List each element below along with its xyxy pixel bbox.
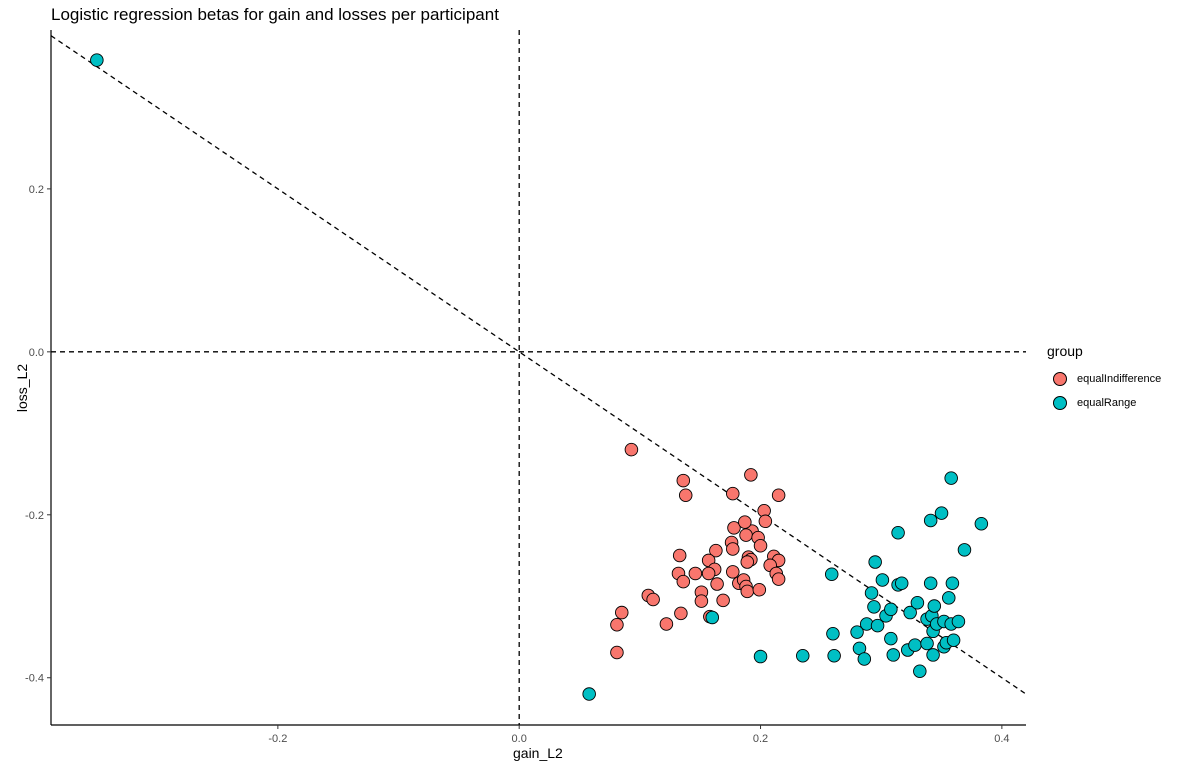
legend-label-equalindifference: equalIndifference xyxy=(1077,373,1162,385)
data-point-equalrange xyxy=(796,648,810,663)
legend-item-equalrange: equalRange xyxy=(1047,391,1161,415)
data-point-equalindifference xyxy=(678,488,693,502)
x-tick-label: 0.4 xyxy=(994,733,1009,745)
legend: group equalIndifference equalRange xyxy=(1047,343,1161,415)
data-point-equalrange xyxy=(908,638,922,652)
data-point-equalrange xyxy=(910,596,925,610)
data-point-equalrange xyxy=(864,586,879,600)
data-point-equalindifference xyxy=(694,594,709,608)
data-point-equalindifference xyxy=(674,606,688,621)
data-point-equalrange xyxy=(942,591,956,605)
data-point-equalrange xyxy=(884,631,898,646)
data-point-equalindifference xyxy=(709,543,723,558)
data-point-equalindifference xyxy=(726,565,740,579)
data-point-equalindifference xyxy=(610,618,624,632)
data-point-equalrange xyxy=(894,576,909,590)
data-point-equalindifference xyxy=(672,548,687,563)
data-point-equalindifference xyxy=(744,468,758,482)
data-point-equalindifference xyxy=(726,486,740,501)
data-point-equalrange xyxy=(884,602,898,617)
data-point-equalindifference xyxy=(727,521,741,535)
data-point-equalrange xyxy=(868,555,882,569)
legend-label-equalrange: equalRange xyxy=(1077,397,1137,409)
y-axis-label: loss_L2 xyxy=(14,363,31,413)
data-point-equalindifference xyxy=(676,473,691,488)
data-point-equalrange xyxy=(944,471,958,485)
legend-key-equalrange xyxy=(1047,391,1073,415)
x-tick-label: 0.2 xyxy=(753,733,768,745)
y-tick-label: -0.4 xyxy=(25,673,44,685)
data-point-equalrange xyxy=(705,610,720,625)
data-point-equalrange xyxy=(867,600,881,614)
data-point-equalrange xyxy=(827,648,841,663)
data-point-equalrange xyxy=(913,664,927,678)
data-point-equalindifference xyxy=(676,574,691,589)
data-point-equalindifference xyxy=(610,645,624,660)
x-axis-label: gain_L2 xyxy=(513,745,563,761)
data-point-equalrange xyxy=(974,517,989,531)
data-point-equalrange xyxy=(891,525,905,540)
data-point-equalindifference xyxy=(710,577,724,591)
legend-title: group xyxy=(1047,343,1083,359)
data-point-equalindifference xyxy=(771,572,786,586)
data-point-equalrange xyxy=(957,543,972,557)
data-point-equalindifference xyxy=(758,514,773,529)
data-point-equalrange xyxy=(875,573,890,587)
legend-item-equalindifference: equalIndifference xyxy=(1047,367,1161,391)
data-point-equalindifference xyxy=(701,566,716,581)
data-point-equalrange xyxy=(857,652,872,666)
data-point-equalindifference xyxy=(752,582,767,597)
data-point-equalindifference xyxy=(688,566,703,581)
data-point-equalindifference xyxy=(726,542,740,556)
data-point-equalindifference xyxy=(659,617,674,631)
data-point-equalindifference xyxy=(624,442,639,457)
data-point-equalrange xyxy=(951,614,966,629)
data-point-equalrange xyxy=(926,648,940,662)
y-tick-label: 0.0 xyxy=(29,347,44,359)
data-point-equalrange xyxy=(923,576,938,590)
data-point-equalrange xyxy=(870,618,885,633)
data-point-equalindifference xyxy=(753,539,768,553)
chart-title: Logistic regression betas for gain and l… xyxy=(51,5,499,24)
data-point-equalindifference xyxy=(739,528,753,542)
data-point-equalrange xyxy=(927,599,942,613)
data-point-equalrange xyxy=(90,53,104,67)
data-point-equalrange xyxy=(850,625,864,639)
data-point-equalrange xyxy=(826,626,840,641)
data-point-equalrange xyxy=(886,648,901,662)
data-point-equalrange xyxy=(946,633,961,648)
data-point-equalindifference xyxy=(740,584,755,599)
data-point-equalindifference xyxy=(615,605,629,620)
y-tick-label: -0.2 xyxy=(25,510,44,522)
x-tick-label: -0.2 xyxy=(268,733,287,745)
data-point-equalrange xyxy=(920,636,934,651)
legend-key-equalindifference xyxy=(1047,367,1073,391)
data-point-equalrange xyxy=(923,513,938,528)
x-tick-label: 0.0 xyxy=(512,733,527,745)
y-tick-label: 0.2 xyxy=(29,184,44,196)
data-point-equalindifference xyxy=(740,555,755,569)
data-point-equalindifference xyxy=(738,515,752,529)
data-point-equalrange xyxy=(582,687,596,701)
data-point-equalrange xyxy=(753,649,768,664)
data-point-equalrange xyxy=(903,605,917,620)
data-point-equalrange xyxy=(934,506,949,520)
data-point-equalindifference xyxy=(716,593,730,608)
data-point-equalindifference xyxy=(646,592,660,607)
reference-line-diagonal xyxy=(50,35,1027,695)
data-point-equalrange xyxy=(945,576,960,590)
data-point-equalrange xyxy=(824,567,839,582)
data-point-equalindifference xyxy=(771,488,786,502)
